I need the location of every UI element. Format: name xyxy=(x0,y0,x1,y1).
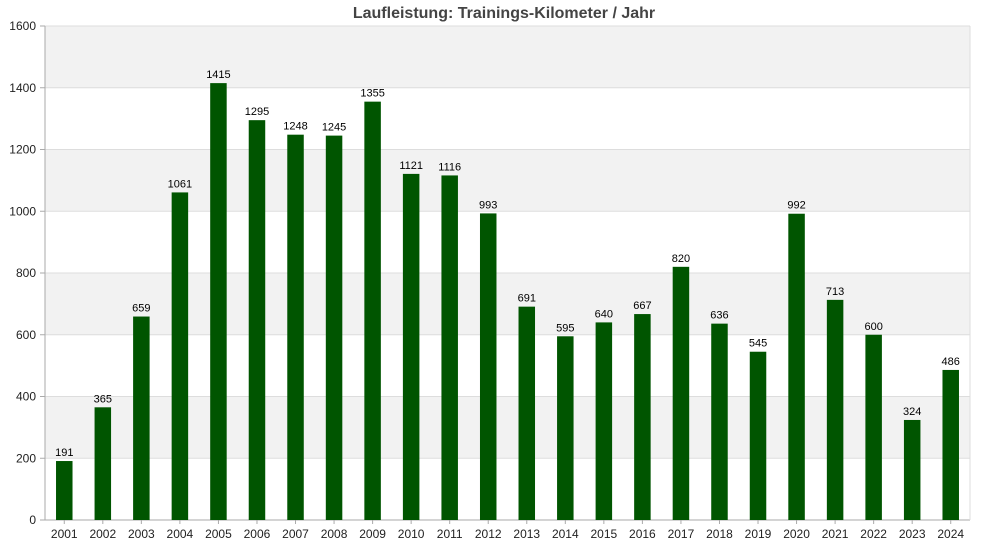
x-tick-label-2005: 2005 xyxy=(205,527,232,541)
x-tick-label-2013: 2013 xyxy=(513,527,540,541)
bar-2004 xyxy=(171,192,189,520)
data-label-2008: 1245 xyxy=(322,122,346,134)
bar-2012 xyxy=(479,213,497,520)
grid-band xyxy=(45,273,970,335)
bar-2008 xyxy=(325,135,343,520)
data-label-2018: 636 xyxy=(710,310,728,322)
data-label-2005: 1415 xyxy=(206,69,230,81)
y-tick-label: 0 xyxy=(29,513,36,527)
bar-2023 xyxy=(903,419,921,520)
y-tick-label: 1400 xyxy=(9,81,36,95)
data-label-2016: 667 xyxy=(633,300,651,312)
bar-2019 xyxy=(749,351,767,520)
x-tick-label-2008: 2008 xyxy=(321,527,348,541)
data-label-2013: 691 xyxy=(518,293,536,305)
grid-band xyxy=(45,149,970,212)
x-tick-label-2017: 2017 xyxy=(668,527,695,541)
bar-2020 xyxy=(788,213,805,520)
data-label-2001: 191 xyxy=(55,447,73,459)
x-tick-label-2004: 2004 xyxy=(167,527,194,541)
grid-band xyxy=(45,87,970,150)
data-label-2009: 1355 xyxy=(360,88,384,100)
bar-2024 xyxy=(942,369,959,520)
data-label-2023: 324 xyxy=(903,406,921,418)
data-label-2007: 1248 xyxy=(283,121,307,133)
bar-2003 xyxy=(133,316,150,520)
bar-2002 xyxy=(94,407,112,520)
bar-2017 xyxy=(672,266,690,520)
grid-band xyxy=(45,26,970,88)
bar-2011 xyxy=(441,175,458,520)
data-label-2003: 659 xyxy=(132,303,150,315)
x-tick-label-2010: 2010 xyxy=(398,527,425,541)
x-axis-ticks: 2001 2002 2003 2004 2005 2006 2007 2008 2009 2010… xyxy=(51,520,964,541)
x-tick-label-2007: 2007 xyxy=(282,527,309,541)
bar-2010 xyxy=(402,173,420,521)
x-tick-label-2011: 2011 xyxy=(437,527,463,541)
x-tick-label-2014: 2014 xyxy=(552,527,579,541)
data-label-2015: 640 xyxy=(595,308,613,320)
data-label-2017: 820 xyxy=(672,253,690,265)
y-tick-label: 600 xyxy=(16,328,36,342)
y-tick-label: 400 xyxy=(16,390,36,404)
y-axis-ticks: 0 200 400 600 800 1000 1200 1400 1600 xyxy=(9,19,45,527)
y-tick-label: 1000 xyxy=(9,204,36,218)
data-label-2020: 992 xyxy=(787,200,805,212)
grid-band xyxy=(45,396,970,459)
bar-2015 xyxy=(595,322,613,520)
x-tick-label-2020: 2020 xyxy=(783,527,810,541)
background-bands xyxy=(45,26,970,520)
x-tick-label-2023: 2023 xyxy=(899,527,926,541)
data-label-2024: 486 xyxy=(942,356,960,368)
x-tick-label-2003: 2003 xyxy=(128,527,155,541)
y-tick-label: 200 xyxy=(16,451,36,465)
x-tick-label-2021: 2021 xyxy=(822,527,849,541)
data-label-2021: 713 xyxy=(826,286,844,298)
data-label-2006: 1295 xyxy=(245,106,269,118)
data-label-2002: 365 xyxy=(94,393,112,405)
bar-2007 xyxy=(287,134,304,520)
x-tick-label-2002: 2002 xyxy=(89,527,116,541)
y-tick-label: 1600 xyxy=(9,19,36,33)
data-labels: 191 365 659 1061 1415 1295 1248 1245 1355 1121 111… xyxy=(55,69,960,459)
x-tick-label-2016: 2016 xyxy=(629,527,656,541)
data-label-2011: 1116 xyxy=(438,161,461,173)
x-tick-label-2024: 2024 xyxy=(937,527,964,541)
grid-band xyxy=(45,211,970,273)
x-tick-label-2009: 2009 xyxy=(359,527,386,541)
x-tick-label-2015: 2015 xyxy=(591,527,618,541)
data-label-2019: 545 xyxy=(749,338,767,350)
bar-2009 xyxy=(364,101,381,521)
y-tick-label: 800 xyxy=(16,266,36,280)
x-tick-label-2019: 2019 xyxy=(745,527,772,541)
bar-2014 xyxy=(557,336,574,520)
chart-title: Laufleistung: Trainings-Kilometer / Jahr xyxy=(353,5,655,22)
bar-2018 xyxy=(711,323,728,520)
x-tick-label-2018: 2018 xyxy=(706,527,733,541)
bar-2022 xyxy=(865,334,882,520)
data-label-2004: 1061 xyxy=(168,178,192,190)
bar-2021 xyxy=(826,299,844,520)
bars xyxy=(56,83,959,521)
bar-2016 xyxy=(634,314,651,520)
x-tick-label-2001: 2001 xyxy=(51,527,78,541)
data-label-2010: 1121 xyxy=(399,160,423,172)
data-label-2022: 600 xyxy=(864,321,882,333)
x-tick-label-2006: 2006 xyxy=(244,527,271,541)
data-label-2014: 595 xyxy=(556,322,574,334)
bar-2013 xyxy=(518,306,536,520)
bar-2005 xyxy=(210,83,227,521)
x-tick-label-2012: 2012 xyxy=(475,527,502,541)
y-tick-label: 1200 xyxy=(9,143,36,157)
grid-band xyxy=(45,458,970,520)
grid-band xyxy=(45,334,970,397)
bar-2001 xyxy=(56,461,73,520)
data-label-2012: 993 xyxy=(479,199,497,211)
x-tick-label-2022: 2022 xyxy=(860,527,887,541)
bar-2006 xyxy=(248,120,266,520)
